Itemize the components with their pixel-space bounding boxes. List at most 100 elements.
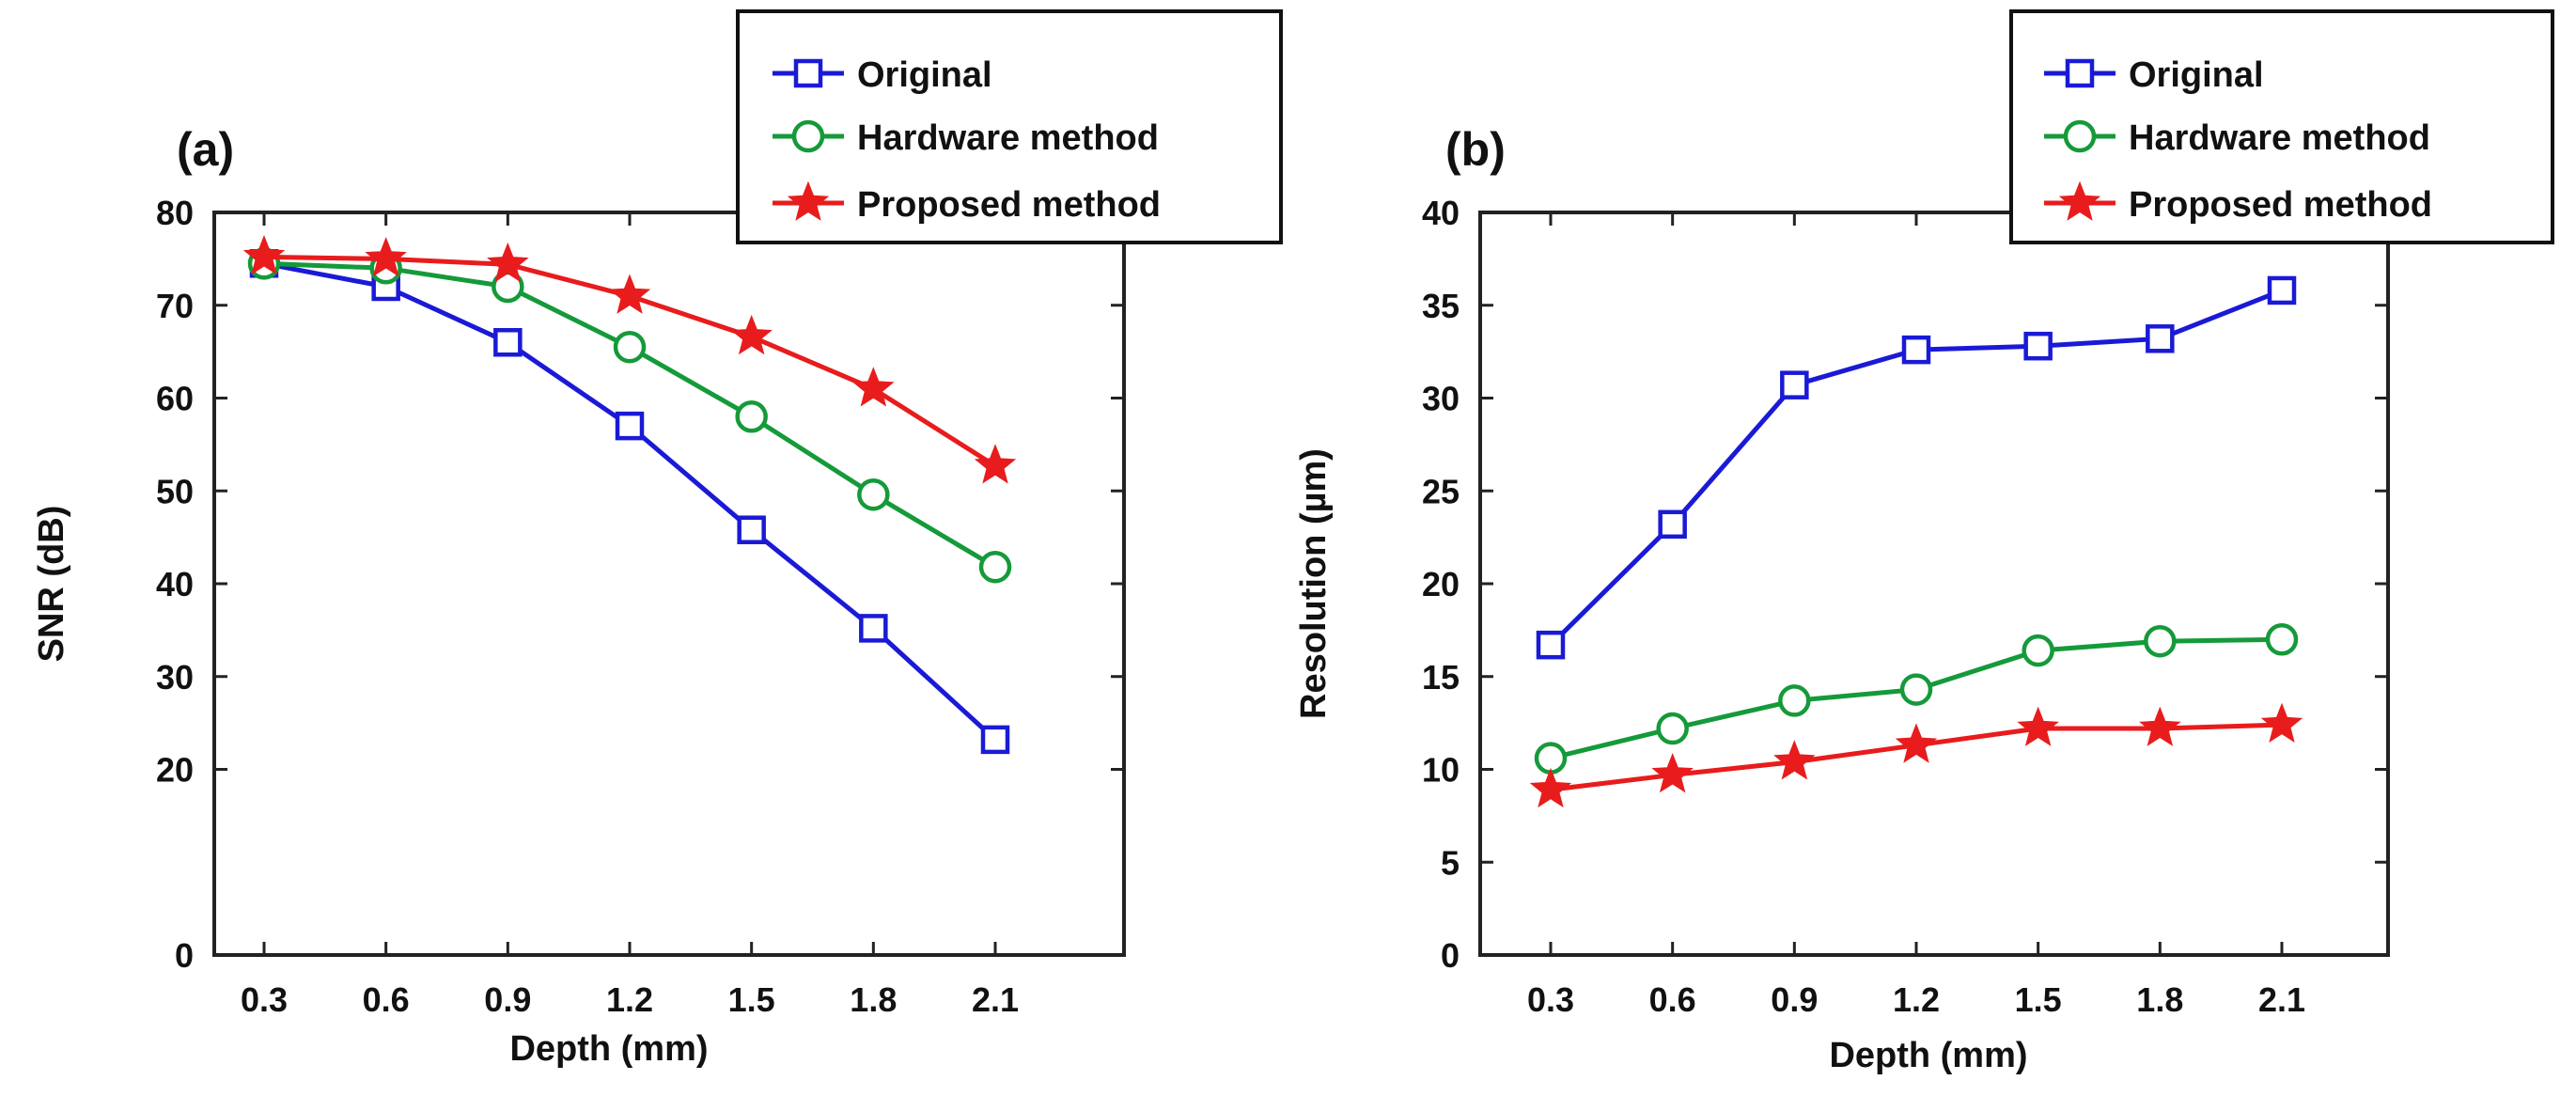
data-point-proposed: [487, 242, 529, 283]
y-tick-label: 60: [156, 380, 194, 418]
x-axis-title-b: Depth (mm): [1829, 1036, 2027, 1075]
chart-panel-b: (b) 0 5 10 15 20 25 30 35 40 0.3 0.6 0.9 1.2 1.5 1.8 2…: [1294, 9, 2554, 1075]
data-point-hardware: [735, 400, 768, 433]
data-point-original: [2146, 324, 2175, 353]
data-point-proposed: [2260, 702, 2303, 744]
x-tick-label: 1.8: [850, 980, 897, 1019]
data-point-hardware: [1778, 684, 1811, 717]
data-point-hardware: [978, 550, 1012, 584]
y-tick-label: 70: [156, 287, 194, 325]
legend-swatch-marker-proposed: [2058, 180, 2101, 221]
data-point-original: [737, 515, 766, 544]
y-tick-label: 20: [1422, 565, 1460, 603]
legend-label-original: Original: [857, 55, 992, 95]
x-tick-label: 0.3: [241, 980, 288, 1019]
data-point-hardware: [2144, 624, 2177, 658]
x-tick-label: 1.2: [606, 980, 653, 1019]
data-point-original: [1536, 630, 1566, 660]
legend-entry-b-hardware: Hardware method: [2044, 118, 2430, 158]
y-tick-label: 25: [1422, 472, 1460, 510]
data-point-proposed: [1651, 753, 1694, 793]
data-point-hardware: [613, 330, 647, 364]
plot-frame-a: [212, 211, 1126, 957]
data-point-proposed: [1773, 740, 1816, 780]
x-axis-title-a: Depth (mm): [509, 1029, 708, 1069]
legend-entry-b-original: Original: [2044, 55, 2264, 95]
x-tick-label: 0.6: [363, 980, 410, 1019]
legend-b: Original Hardware method Proposed method: [2009, 9, 2554, 244]
legend-label-hardware: Hardware method: [857, 118, 1159, 158]
series-group-b: [1529, 275, 2303, 808]
y-tick-label: 0: [1441, 936, 1460, 975]
data-point-proposed: [242, 235, 286, 275]
legend-label-original: Original: [2129, 55, 2264, 95]
y-tick-label: 20: [156, 751, 194, 790]
x-tick-label: 0.9: [1771, 980, 1818, 1019]
data-point-original: [2267, 275, 2297, 305]
legend-entry-a-hardware: Hardware method: [773, 118, 1159, 158]
legend-label-proposed: Proposed method: [857, 185, 1161, 225]
data-point-proposed: [608, 274, 651, 314]
y-tick-label: 30: [156, 658, 194, 697]
y-tick-label: 10: [1422, 751, 1460, 790]
x-tick-label: 0.9: [484, 980, 531, 1019]
x-tick-label: 0.6: [1649, 980, 1696, 1019]
y-tick-label: 40: [1422, 194, 1460, 232]
data-point-original: [493, 328, 523, 357]
plot-frame-b: [1478, 211, 2390, 957]
y-axis-title-a: SNR (dB): [32, 506, 71, 663]
y-ticks-b: 0 5 10 15 20 25 30 35 40: [1422, 194, 2388, 975]
y-ticks-a: 0 20 30 40 50 60 70 80: [156, 194, 1124, 975]
legend-entry-a-original: Original: [773, 55, 992, 95]
data-point-original: [980, 725, 1010, 755]
data-point-hardware: [2022, 634, 2054, 667]
series-group-a: [242, 235, 1017, 755]
data-point-hardware: [2265, 623, 2299, 656]
x-tick-label: 1.2: [1893, 980, 1940, 1019]
data-point-original: [615, 411, 645, 441]
legend-entry-a-proposed: Proposed method: [773, 180, 1161, 225]
legend-label-hardware: Hardware method: [2129, 118, 2430, 158]
legend-swatch-marker-proposed: [787, 180, 830, 221]
data-point-original: [1780, 370, 1809, 399]
chart-panel-a: (a) 0 20 30 40 50 60 70 80 0.3 0.6 0.9 1.2 1.5 1.8 2.…: [32, 9, 1283, 1069]
data-point-proposed: [365, 237, 407, 277]
x-tick-label: 1.5: [2015, 980, 2062, 1019]
y-tick-label: 0: [175, 936, 194, 975]
data-point-proposed: [2139, 706, 2181, 746]
data-point-original: [1658, 509, 1687, 540]
panel-label-b: (b): [1445, 123, 1506, 176]
legend-entry-b-proposed: Proposed method: [2044, 180, 2432, 225]
y-tick-label: 50: [156, 472, 194, 510]
data-point-original: [1901, 335, 1931, 365]
legend-swatch-marker-hardware: [2063, 119, 2097, 153]
x-tick-label: 1.8: [2136, 980, 2183, 1019]
x-tick-label: 0.3: [1527, 980, 1574, 1019]
y-tick-label: 40: [156, 565, 194, 603]
panel-label-a: (a): [177, 123, 234, 176]
y-tick-label: 35: [1422, 287, 1460, 325]
y-tick-label: 80: [156, 194, 194, 232]
legend-label-proposed: Proposed method: [2129, 185, 2432, 225]
data-point-proposed: [2017, 706, 2059, 746]
data-point-hardware: [1656, 712, 1689, 745]
data-point-proposed: [730, 314, 773, 355]
data-point-proposed: [1895, 723, 1938, 763]
data-point-proposed: [974, 444, 1017, 484]
data-point-hardware: [1899, 673, 1933, 706]
y-axis-title-b: Resolution (µm): [1294, 448, 1334, 719]
x-tick-label: 2.1: [2258, 980, 2305, 1019]
y-tick-label: 5: [1441, 843, 1460, 882]
data-point-original: [859, 614, 888, 643]
legend-swatch-marker-original: [793, 58, 823, 88]
x-tick-label: 1.5: [728, 980, 775, 1019]
x-ticks-b: 0.3 0.6 0.9 1.2 1.5 1.8 2.1: [1527, 212, 2305, 1019]
y-tick-label: 15: [1422, 658, 1460, 697]
legend-swatch-marker-original: [2065, 58, 2095, 88]
data-point-original: [2023, 331, 2053, 361]
data-point-hardware: [857, 478, 890, 511]
legend-swatch-marker-hardware: [791, 119, 825, 153]
legend-a: Original Hardware method Proposed method: [736, 9, 1283, 244]
data-point-proposed: [852, 367, 895, 407]
